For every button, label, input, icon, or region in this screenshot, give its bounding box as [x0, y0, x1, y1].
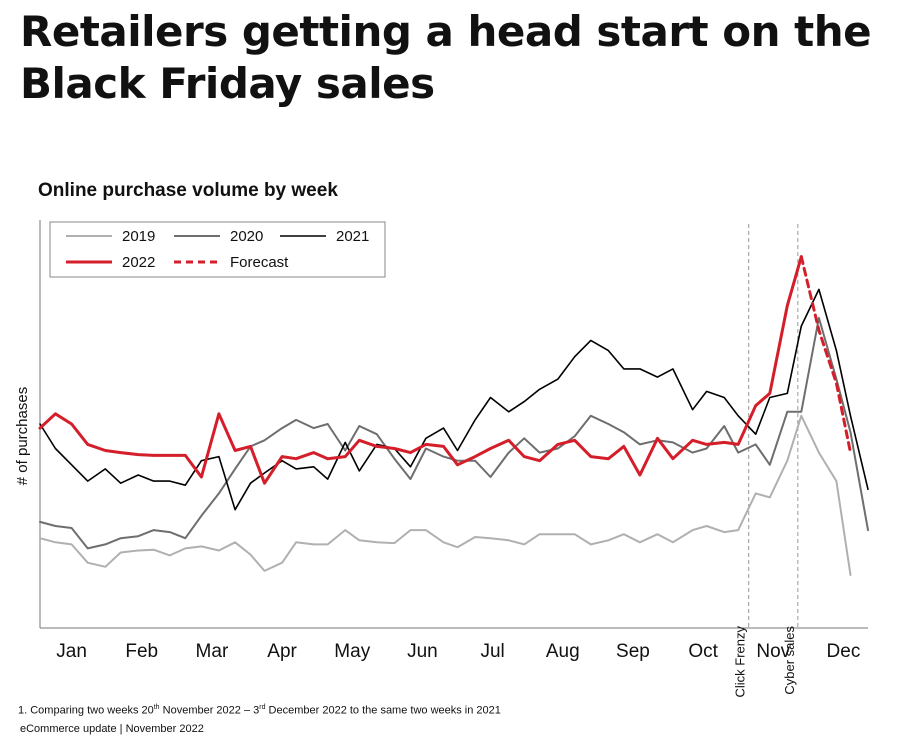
x-tick-label-dec: Dec: [827, 641, 861, 662]
series-line-2019: [39, 414, 852, 576]
footnote-mid: November 2022 – 3: [159, 704, 260, 717]
legend-label-2021: 2021: [336, 228, 369, 245]
series-line-forecast: [799, 255, 852, 455]
series-line-2022: [38, 255, 803, 485]
annotation-label-0: Click Frenzy: [733, 626, 748, 698]
x-tick-label-oct: Oct: [688, 641, 718, 662]
x-tick-label-may: May: [334, 641, 370, 662]
legend-label-2019: 2019: [122, 228, 155, 245]
x-tick-label-jun: Jun: [407, 641, 438, 662]
x-tick-label-aug: Aug: [546, 641, 580, 662]
footnote-sup2: rd: [259, 704, 266, 711]
annotation-label-1: Cyber sales: [782, 626, 797, 695]
x-tick-label-nov: Nov: [756, 641, 790, 662]
page-title-line1: Retailers getting a head start on the: [20, 7, 872, 56]
chart-title: Online purchase volume by week: [38, 180, 338, 201]
x-tick-label-feb: Feb: [125, 641, 158, 662]
footnote-suffix: December 2022 to the same two weeks in 2…: [265, 704, 501, 717]
x-tick-label-jul: Jul: [480, 641, 504, 662]
x-tick-label-jan: Jan: [56, 641, 87, 662]
x-tick-label-mar: Mar: [196, 641, 229, 662]
x-tick-label-sep: Sep: [616, 641, 650, 662]
series-line-2021: [39, 288, 869, 511]
footnote: 1. Comparing two weeks 20th November 202…: [18, 704, 501, 717]
legend-label-2022: 2022: [122, 254, 155, 271]
series-line-2020: [39, 316, 869, 550]
page-title: Retailers getting a head start on the Bl…: [20, 6, 890, 110]
x-tick-label-apr: Apr: [267, 641, 297, 662]
legend-label-forecast: Forecast: [230, 254, 289, 271]
footnote-sup1: th: [153, 704, 160, 711]
page-title-line2: Black Friday sales: [20, 59, 435, 108]
legend-box: [49, 221, 386, 278]
footnote-prefix: 1. Comparing two weeks 20: [18, 704, 154, 717]
y-axis-label: # of purchases: [14, 387, 31, 485]
source-note: eCommerce update | November 2022: [20, 723, 204, 735]
legend-label-2020: 2020: [230, 228, 263, 245]
